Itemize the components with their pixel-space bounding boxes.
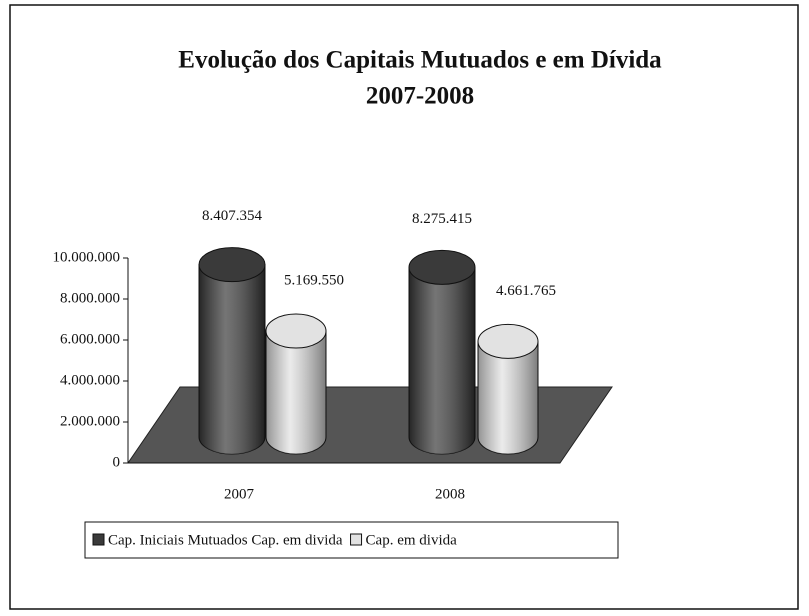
x-tick-label: 2008 <box>435 486 465 502</box>
legend-label: Cap. em divida <box>366 532 458 548</box>
y-tick-label: 8.000.000 <box>60 290 120 306</box>
legend-label: Cap. Iniciais Mutuados Cap. em divida <box>108 532 343 548</box>
y-tick-label: 0 <box>113 454 121 470</box>
cylinder-shade <box>266 331 326 454</box>
cylinder-top <box>477 323 539 359</box>
cylinder-shade <box>199 264 265 454</box>
value-label: 5.169.550 <box>284 272 344 288</box>
legend-box <box>84 521 619 559</box>
cylinder-shade <box>478 341 538 454</box>
y-tick-label: 6.000.000 <box>60 331 120 347</box>
cylinder-top <box>198 247 266 283</box>
chart-subtitle: 2007-2008 <box>366 83 474 110</box>
y-tick-label: 4.000.000 <box>60 372 120 388</box>
cylinder-top <box>265 313 327 349</box>
chart-title: Evolução dos Capitais Mutuados e em Dívi… <box>178 47 662 74</box>
chart-frame <box>9 4 799 610</box>
value-label: 4.661.765 <box>496 283 556 299</box>
y-tick-label: 2.000.000 <box>60 413 120 429</box>
legend-swatch <box>92 533 105 546</box>
value-label: 8.275.415 <box>412 211 472 227</box>
x-tick-label: 2007 <box>224 486 255 502</box>
value-label: 8.407.354 <box>202 208 263 224</box>
legend-swatch <box>350 533 363 546</box>
cylinder-shade <box>409 267 475 454</box>
cylinder-top <box>408 249 476 285</box>
y-tick-label: 10.000.000 <box>53 249 121 265</box>
